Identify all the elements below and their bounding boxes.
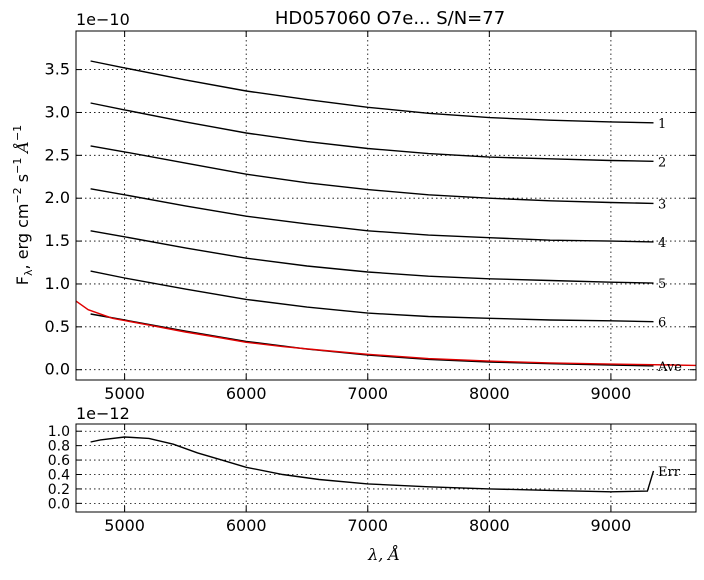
series-end-label: Ave — [657, 360, 682, 375]
series-line — [90, 102, 654, 162]
y-tick-label: 2.5 — [45, 145, 70, 164]
top-panel: 5000 6000 7000 8000 9000 0.0 0.5 1.0 1.5 2.0 2.5 3.… — [11, 8, 697, 403]
series-line — [90, 60, 654, 124]
series-end-label: 4 — [658, 236, 666, 251]
y-tick-label: 0.8 — [48, 439, 70, 455]
x-tick-label: 5000 — [104, 516, 145, 535]
series-end-label: 2 — [658, 155, 666, 170]
series-end-label: 3 — [658, 197, 666, 212]
series-line — [75, 300, 697, 367]
series-line — [90, 188, 654, 243]
top-series-labels: 1 2 3 4 5 6 Ave — [657, 117, 682, 375]
series-end-label: 1 — [658, 117, 666, 132]
bottom-panel: 5000 6000 7000 8000 9000 0.00.20.40.60.81.0 E… — [48, 404, 697, 564]
bottom-series-labels: Err — [658, 465, 681, 480]
ylabel-mid: s — [13, 174, 32, 187]
series-line — [90, 270, 654, 323]
series-line — [90, 145, 654, 205]
top-ticks: 5000 6000 7000 8000 9000 0.0 0.5 1.0 1.5 2.0 2.5 3.… — [45, 31, 696, 403]
y-tick-label: 3.0 — [45, 102, 70, 121]
series-line — [90, 436, 655, 493]
y-tick-label: 1.5 — [45, 231, 70, 250]
bottom-frame — [75, 423, 697, 513]
series-end-label: Err — [658, 465, 681, 480]
series-end-label: 5 — [658, 277, 666, 292]
x-tick-label: 6000 — [226, 384, 267, 403]
series-line — [90, 230, 654, 284]
bottom-y-exponent: 1e−12 — [76, 404, 130, 423]
series-line — [90, 313, 654, 367]
y-tick-label: 1.0 — [45, 274, 70, 293]
x-tick-label: 6000 — [226, 516, 267, 535]
y-tick-label: 2.0 — [45, 188, 70, 207]
top-y-exponent: 1e−10 — [76, 10, 130, 29]
x-tick-label: 8000 — [469, 516, 510, 535]
ylabel-exp2: −1 — [11, 158, 24, 174]
series-end-label: 6 — [658, 316, 666, 331]
top-series — [75, 60, 697, 367]
y-tick-label: 0.5 — [45, 317, 70, 336]
ylabel-unit: Å — [12, 141, 32, 158]
x-tick-label: 8000 — [469, 384, 510, 403]
x-tick-label: 9000 — [591, 384, 632, 403]
y-tick-label: 0.0 — [45, 360, 70, 379]
bottom-ticks: 5000 6000 7000 8000 9000 0.00.20.40.60.81.0 — [48, 424, 696, 535]
ylabel-exp3: −1 — [11, 125, 24, 141]
chart-title: HD057060 O7e... S/N=77 — [275, 8, 505, 29]
ylabel-exp1: −2 — [11, 187, 24, 203]
y-tick-label: 3.5 — [45, 60, 70, 79]
xlabel-rest: , Å — [378, 544, 400, 564]
ylabel-main: F — [13, 276, 32, 285]
x-tick-label: 5000 — [104, 384, 145, 403]
x-tick-label: 7000 — [347, 384, 388, 403]
bottom-x-axis-label: λ, Å — [367, 544, 400, 564]
y-tick-label: 0.0 — [48, 496, 70, 512]
x-tick-label: 7000 — [347, 516, 388, 535]
top-y-axis-label: Fλ, erg cm−2 s−1 Å−1 — [11, 125, 35, 285]
bottom-grid — [76, 424, 696, 512]
y-tick-label: 0.2 — [48, 482, 70, 498]
ylabel-sub: λ — [22, 269, 35, 276]
top-frame — [75, 30, 697, 381]
x-tick-label: 9000 — [591, 516, 632, 535]
xlabel-main: λ — [367, 545, 378, 564]
y-tick-label: 0.6 — [48, 453, 70, 469]
ylabel-rest: , erg cm — [13, 204, 32, 270]
y-tick-label: 1.0 — [48, 424, 70, 440]
y-tick-label: 0.4 — [48, 467, 70, 483]
bottom-series — [90, 436, 655, 493]
